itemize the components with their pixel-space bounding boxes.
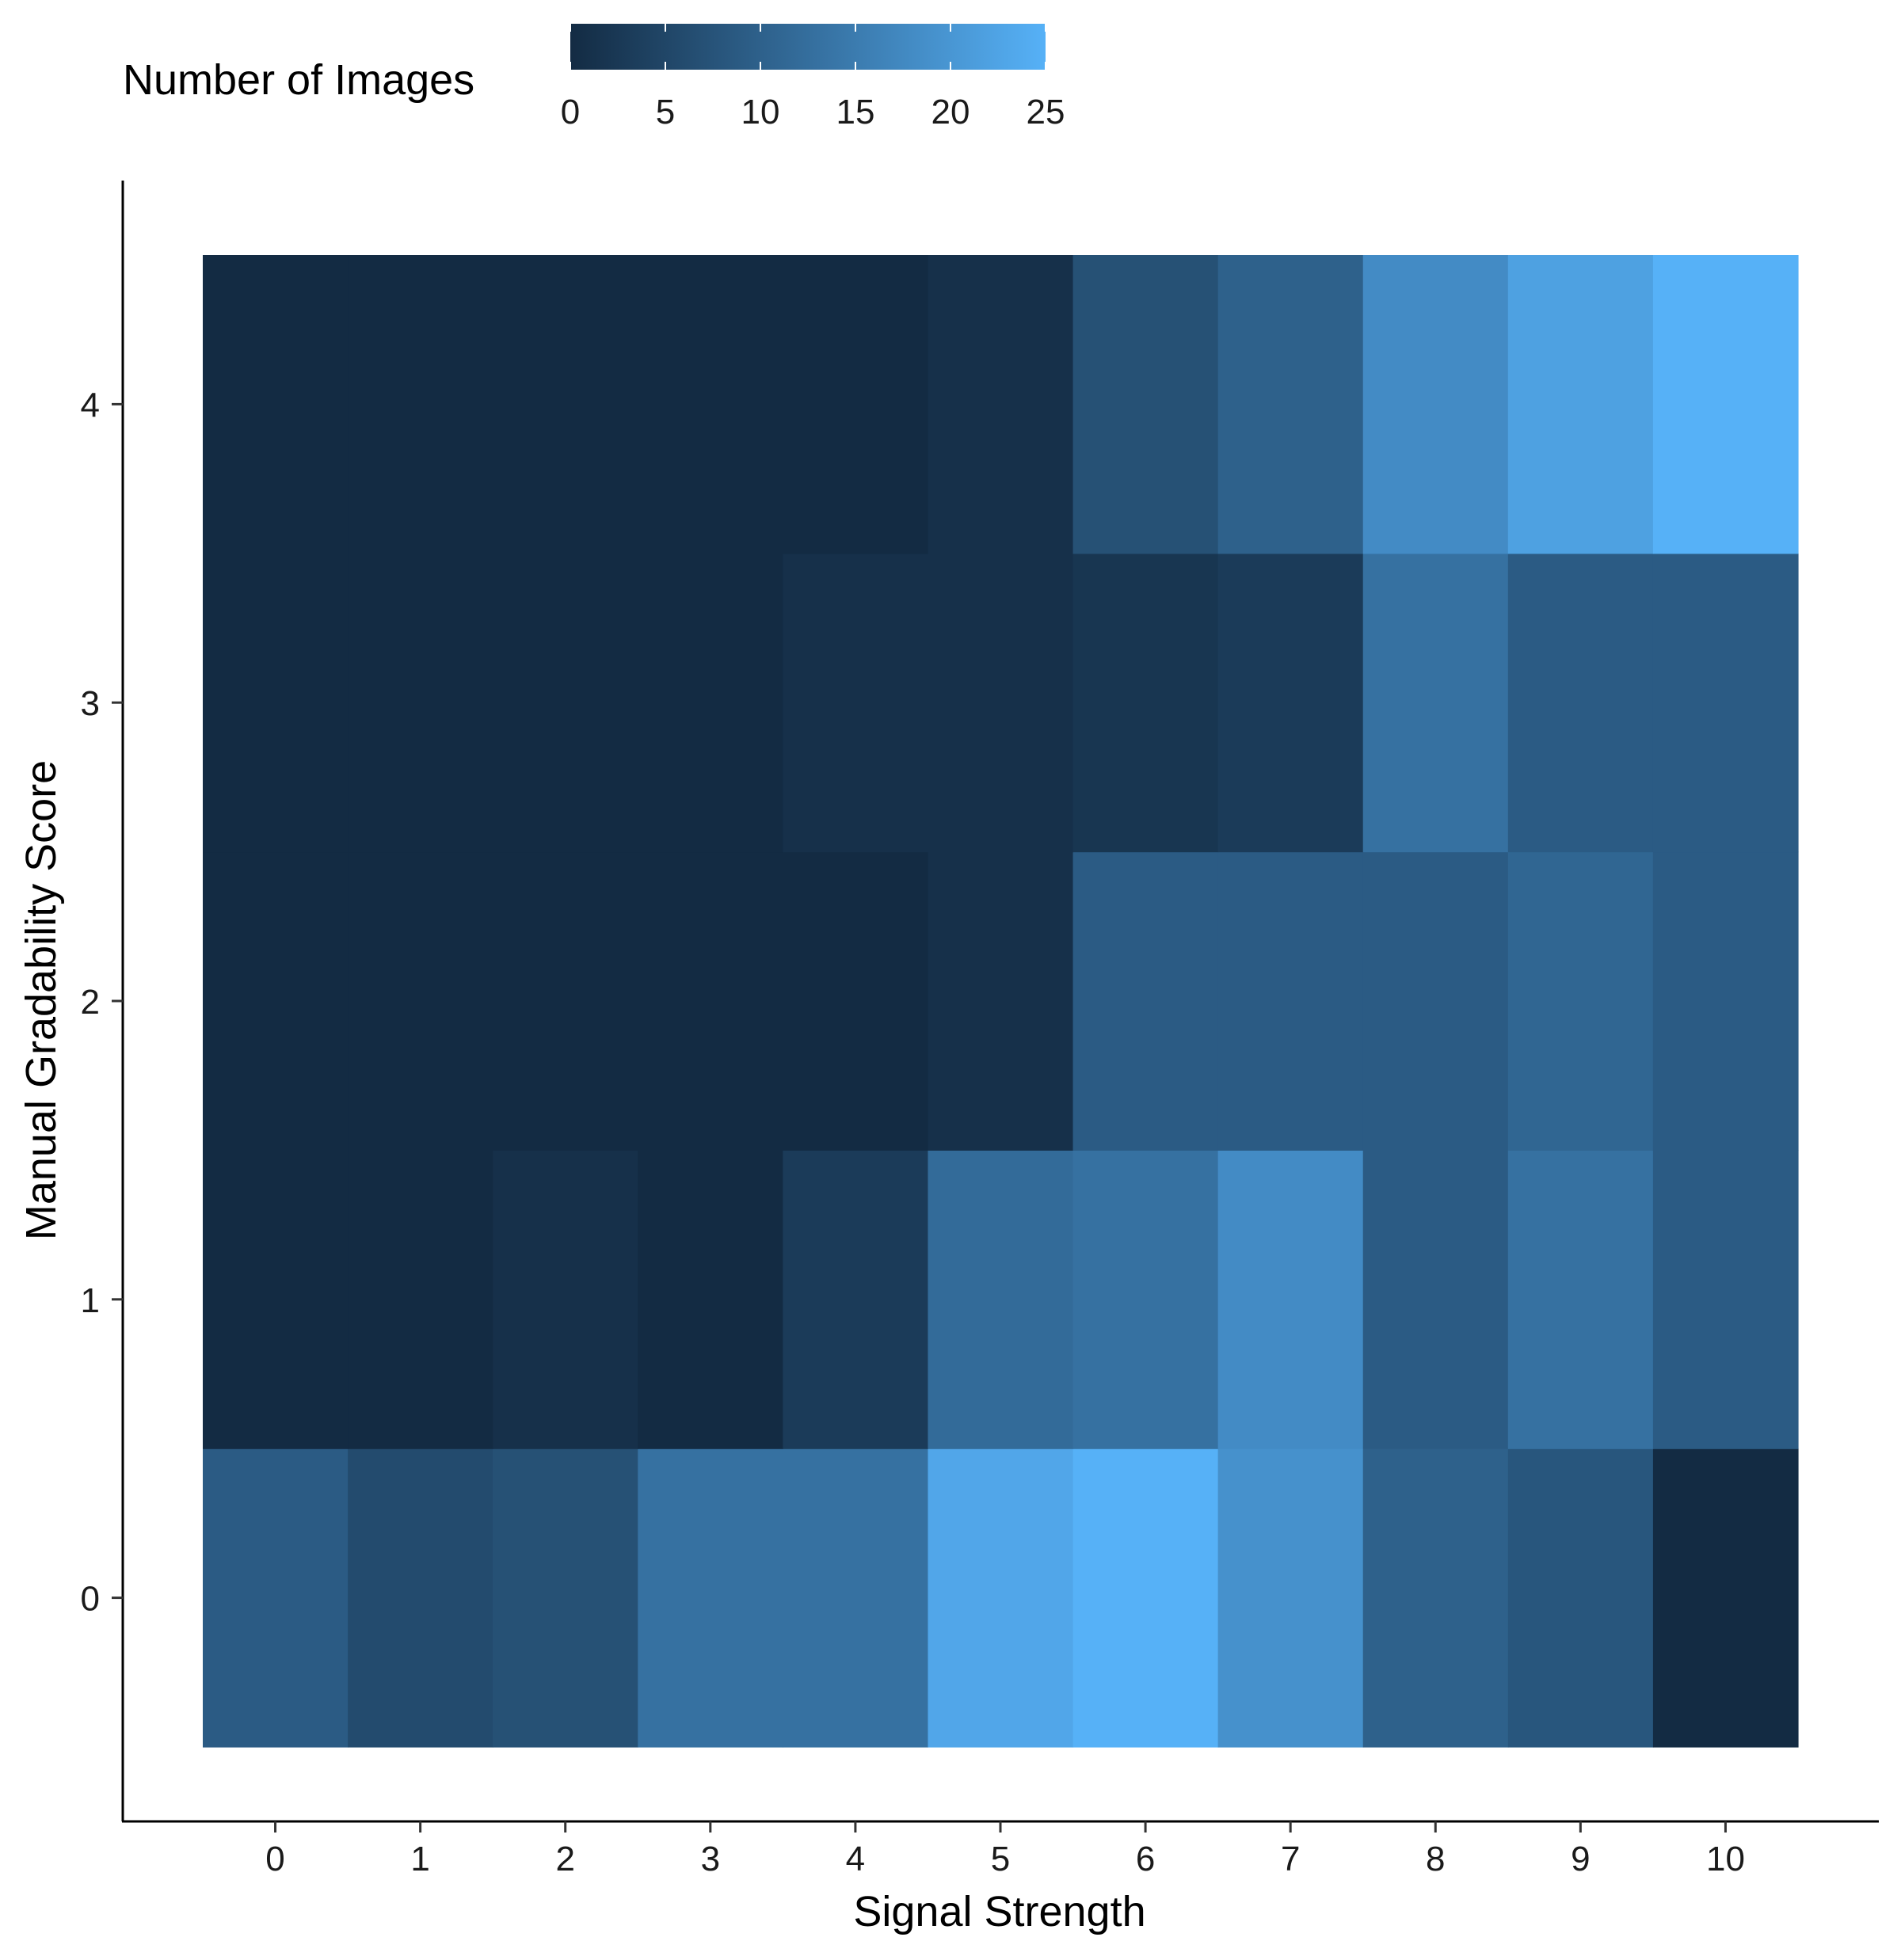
heatmap-cell — [348, 1150, 493, 1449]
heatmap-cell — [1072, 553, 1219, 853]
legend-tick-label: 5 — [656, 93, 675, 131]
x-tick-label: 10 — [1706, 1840, 1745, 1878]
heatmap-cell — [1652, 1150, 1799, 1449]
x-tick-label: 1 — [410, 1840, 429, 1878]
legend-ticks: 0 5 10 15 20 25 — [561, 24, 1065, 131]
x-tick-label: 9 — [1571, 1840, 1590, 1878]
legend-title: Number of Images — [123, 56, 474, 104]
heatmap-cell — [1507, 553, 1654, 853]
y-tick-label: 1 — [81, 1281, 100, 1320]
heatmap-cell — [348, 553, 493, 853]
y-tick-label: 3 — [81, 684, 100, 723]
heatmap-cell — [928, 553, 1074, 853]
legend-tick-label: 15 — [836, 93, 875, 131]
heatmap-cell — [1072, 851, 1219, 1151]
heatmap-cell — [638, 1150, 783, 1449]
heatmap-cell — [1217, 1150, 1364, 1449]
heatmap-cell — [783, 851, 929, 1151]
heatmap-cell — [1217, 553, 1364, 853]
heatmap-cell — [638, 1448, 783, 1748]
heatmap-cell — [1652, 1448, 1799, 1748]
heatmap-cell — [1362, 1448, 1509, 1748]
heatmap-cell — [928, 851, 1074, 1151]
heatmap-cell — [1362, 553, 1509, 853]
x-tick-label: 7 — [1281, 1840, 1300, 1878]
heatmap-cell — [1652, 255, 1799, 554]
x-axis-ticks: 0 1 2 3 4 5 6 7 8 9 10 — [265, 1821, 1745, 1878]
heatmap-cell — [638, 851, 783, 1151]
heatmap-cell — [1362, 1150, 1509, 1449]
heatmap-cell — [1072, 255, 1219, 554]
heatmap-cell — [638, 255, 783, 554]
legend-colorbar — [570, 24, 1046, 70]
heatmap-cell — [1072, 1448, 1219, 1748]
y-axis-title: Manual Gradability Score — [17, 760, 65, 1240]
y-tick-label: 0 — [81, 1580, 100, 1619]
heatmap-cell — [928, 255, 1074, 554]
x-tick-label: 6 — [1136, 1840, 1155, 1878]
heatmap-cell — [203, 1448, 349, 1748]
heatmap-cell — [1362, 255, 1509, 554]
heatmap-cell — [493, 1448, 638, 1748]
heatmap-cell — [1507, 851, 1654, 1151]
x-axis-title: Signal Strength — [853, 1888, 1145, 1935]
x-tick-label: 3 — [701, 1840, 720, 1878]
heatmap-cell — [203, 553, 349, 853]
legend-tick-label: 10 — [741, 93, 780, 131]
legend-tick-label: 20 — [931, 93, 970, 131]
heatmap-cell — [348, 1448, 493, 1748]
heatmap-cell — [493, 553, 638, 853]
legend-tick-label: 0 — [561, 93, 580, 131]
heatmap-cell — [493, 851, 638, 1151]
heatmap-cell — [783, 255, 929, 554]
heatmap-cell — [638, 553, 783, 853]
y-tick-label: 2 — [81, 983, 100, 1022]
y-axis-ticks: 0 1 2 3 4 — [81, 386, 123, 1619]
heatmap-cell — [348, 255, 493, 554]
x-tick-label: 5 — [991, 1840, 1010, 1878]
heatmap-cell — [493, 1150, 638, 1449]
heatmap-cell — [1217, 851, 1364, 1151]
heatmap-cell — [203, 255, 349, 554]
heatmap-cell — [1652, 553, 1799, 853]
heatmap-cells — [203, 255, 1799, 1748]
y-tick-label: 4 — [81, 386, 100, 424]
heatmap-cell — [203, 851, 349, 1151]
heatmap-cell — [783, 553, 929, 853]
heatmap-cell — [493, 255, 638, 554]
heatmap-cell — [1507, 1448, 1654, 1748]
color-legend: Number of Images 0 5 10 15 20 25 — [123, 24, 1065, 131]
legend-tick-label: 25 — [1027, 93, 1065, 131]
heatmap-cell — [928, 1150, 1074, 1449]
heatmap-cell — [1652, 851, 1799, 1151]
x-tick-label: 4 — [846, 1840, 865, 1878]
x-tick-label: 0 — [265, 1840, 284, 1878]
heatmap-cell — [1072, 1150, 1219, 1449]
heatmap-cell — [1362, 851, 1509, 1151]
heatmap-cell — [203, 1150, 349, 1449]
heatmap-cell — [1217, 255, 1364, 554]
x-tick-label: 2 — [555, 1840, 574, 1878]
x-tick-label: 8 — [1426, 1840, 1445, 1878]
heatmap-cell — [783, 1150, 929, 1449]
heatmap-cell — [783, 1448, 929, 1748]
heatmap-cell — [928, 1448, 1074, 1748]
heatmap-cell — [1217, 1448, 1364, 1748]
heatmap-cell — [1507, 255, 1654, 554]
heatmap-cell — [1507, 1150, 1654, 1449]
heatmap-cell — [348, 851, 493, 1151]
